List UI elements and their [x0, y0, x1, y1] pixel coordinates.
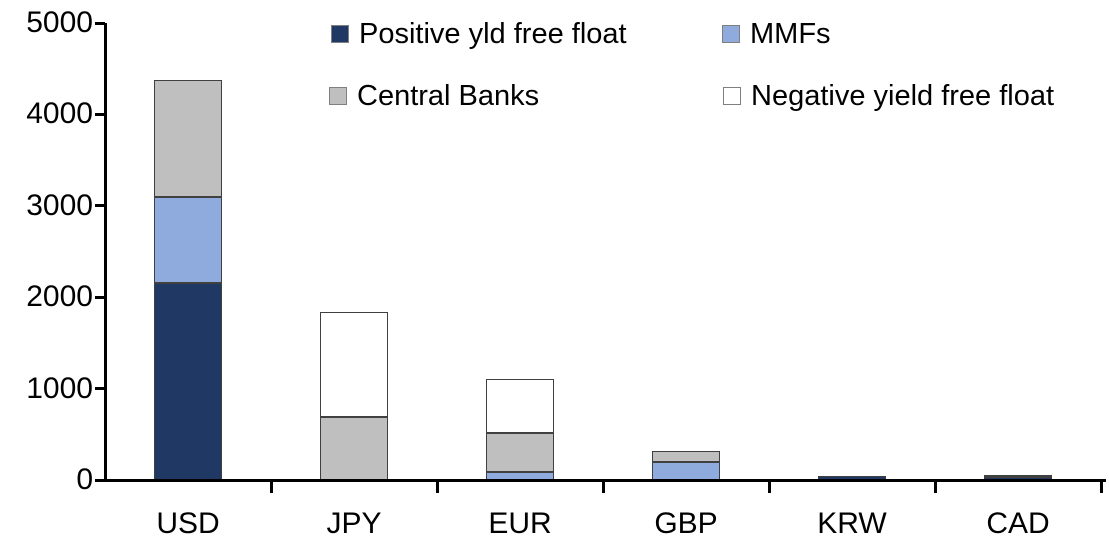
x-axis-tick [767, 479, 771, 493]
x-axis-tick [933, 479, 937, 493]
bar-segment [486, 379, 554, 433]
x-axis-label-gbp: GBP [654, 507, 718, 540]
x-axis-tick [1099, 479, 1103, 493]
legend-item-mmfs: MMFs [722, 17, 831, 50]
x-axis-tick [601, 479, 605, 493]
legend-label-positive-yld-free-float: Positive yld free float [359, 17, 627, 50]
y-axis-tick [95, 295, 105, 299]
y-axis-tick [95, 387, 105, 391]
x-axis-label-krw: KRW [817, 507, 887, 540]
bar-segment [486, 432, 554, 472]
y-axis-tick [95, 21, 105, 25]
bar-segment [154, 196, 222, 284]
x-axis-tick [435, 479, 439, 493]
y-axis-tick-label: 5000 [26, 6, 93, 39]
legend-marker-mmfs [722, 25, 740, 43]
bar-segment [652, 450, 720, 462]
legend-item-positive-yld-free-float: Positive yld free float [331, 17, 627, 50]
y-axis-tick-label: 4000 [26, 97, 93, 130]
legend-marker-negative-yield-free-float [723, 87, 741, 105]
x-axis-tick [269, 479, 273, 493]
y-axis-line [104, 23, 107, 482]
y-axis-tick-label: 0 [76, 463, 93, 496]
x-axis-label-jpy: JPY [326, 507, 382, 540]
legend-item-negative-yield-free-float: Negative yield free float [723, 79, 1055, 112]
y-axis-tick-label: 1000 [26, 372, 93, 405]
y-axis-tick [95, 112, 105, 116]
x-axis-label-eur: EUR [488, 507, 552, 540]
bar-segment [154, 283, 222, 480]
bar-segment [154, 79, 222, 197]
y-axis-tick [95, 204, 105, 208]
legend-label-negative-yield-free-float: Negative yield free float [751, 79, 1055, 112]
x-axis-label-cad: CAD [986, 507, 1050, 540]
legend-marker-positive-yld-free-float [331, 25, 349, 43]
x-axis-line [95, 479, 1106, 482]
bar-segment [320, 416, 388, 480]
bar-segment [320, 311, 388, 417]
bar-segment [652, 461, 720, 480]
y-axis-tick-label: 3000 [26, 189, 93, 222]
bar-segment [984, 474, 1052, 477]
y-axis-tick-label: 2000 [26, 280, 93, 313]
legend-label-central-banks: Central Banks [357, 79, 540, 112]
legend-label-mmfs: MMFs [750, 17, 831, 50]
legend-marker-central-banks [329, 87, 347, 105]
legend-item-central-banks: Central Banks [329, 79, 540, 112]
x-axis-label-usd: USD [156, 507, 220, 540]
